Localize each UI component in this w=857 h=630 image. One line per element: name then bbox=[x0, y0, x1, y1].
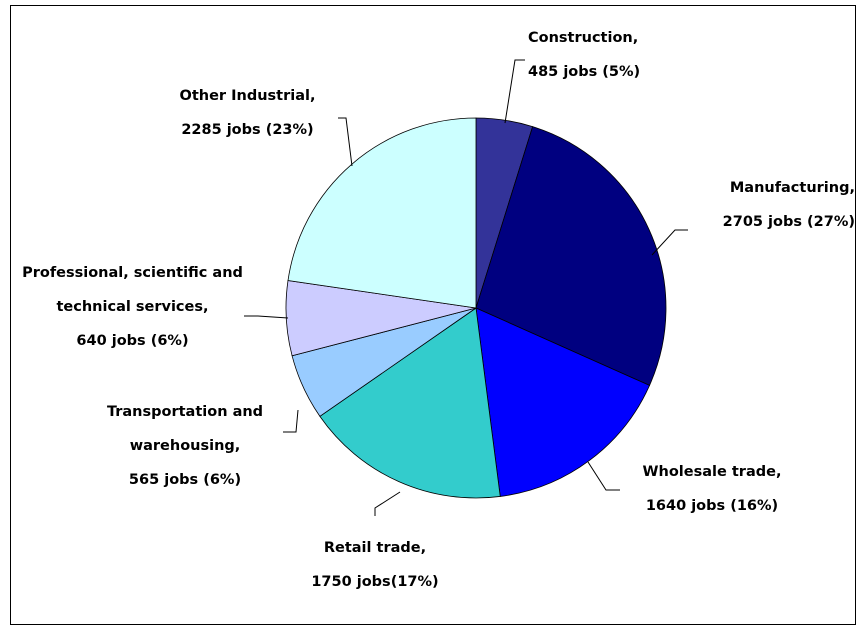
value-label: 640 jobs (6%) bbox=[76, 333, 189, 349]
leader-line bbox=[283, 409, 299, 433]
value-label: 2705 jobs (27%) bbox=[722, 214, 855, 230]
pie-slice bbox=[475, 126, 667, 386]
value-label: 1640 jobs (16%) bbox=[645, 498, 779, 514]
data-label: Professional, scientific and technical s… bbox=[10, 256, 255, 358]
data-label: Wholesale trade, 1640 jobs (16%) bbox=[612, 455, 812, 523]
data-label: Retail trade, 1750 jobs(17%) bbox=[285, 531, 465, 599]
value-label: 565 jobs (6%) bbox=[128, 472, 242, 488]
data-label: Construction, 485 jobs (5%) bbox=[528, 21, 688, 89]
category-label: Manufacturing, bbox=[729, 180, 855, 196]
leader-line bbox=[651, 229, 688, 256]
leader-line bbox=[504, 59, 525, 124]
leader-line bbox=[587, 461, 620, 491]
category-label: Retail trade, bbox=[323, 540, 427, 556]
leader-line bbox=[244, 315, 289, 319]
category-label: Professional, scientific and technical s… bbox=[22, 265, 243, 315]
data-label: Other Industrial, 2285 jobs (23%) bbox=[150, 79, 345, 147]
category-label: Other Industrial, bbox=[179, 88, 316, 104]
value-label: 2285 jobs (23%) bbox=[181, 122, 314, 138]
leader-line bbox=[338, 117, 353, 167]
pie bbox=[285, 117, 667, 499]
category-label: Wholesale trade, bbox=[642, 464, 782, 480]
data-label: Manufacturing, 2705 jobs (27%) bbox=[660, 171, 855, 239]
data-label: Transportation and warehousing, 565 jobs … bbox=[85, 395, 285, 497]
category-label: Transportation and warehousing, bbox=[106, 404, 264, 454]
pie-slice bbox=[319, 307, 501, 499]
leader-lines bbox=[244, 59, 688, 516]
value-label: 485 jobs (5%) bbox=[528, 64, 641, 80]
pie-slice bbox=[475, 307, 651, 497]
category-label: Construction, bbox=[528, 30, 639, 46]
leader-line bbox=[374, 491, 401, 516]
value-label: 1750 jobs(17%) bbox=[311, 574, 439, 590]
